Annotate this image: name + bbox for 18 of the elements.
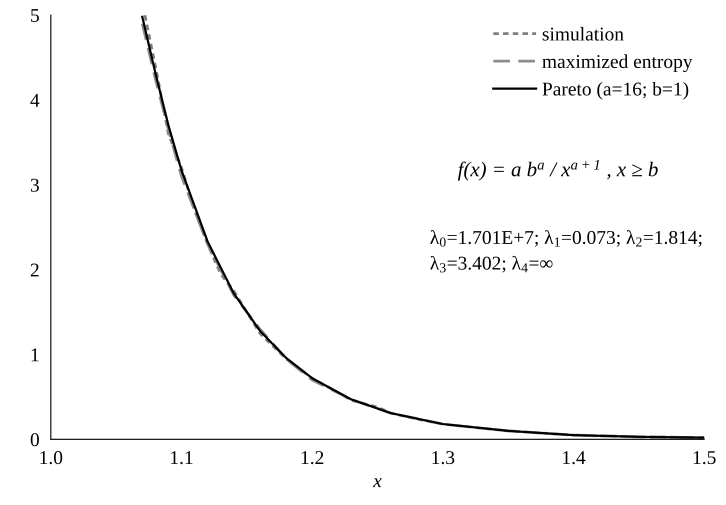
x-tick-label: 1.4 — [563, 451, 586, 464]
text: λ$_{0}$=1.701E+7; λ$_{1}$=0.073; λ$_{2}$=1.814; λ$_{3}$=3.402; λ$_{4}$=∞ — [430, 230, 702, 273]
x-tick-label: 1.0 — [40, 451, 62, 464]
y-tick-label: 3 — [30, 178, 39, 192]
legend-label: maximized entropy — [542, 54, 692, 72]
x-tick-label: 1.3 — [432, 451, 454, 464]
x-tick-label: 1.2 — [302, 451, 324, 464]
legend-label: Pareto (a=16; b=1) — [542, 82, 688, 100]
y-tick-label: 0 — [30, 433, 39, 446]
y-tick-label: 4 — [30, 94, 40, 107]
legend-label: simulation — [542, 26, 624, 41]
annotation: f(x) = a b$^{a}$ / x$^{a+1}$ , x ≥ b — [458, 160, 658, 181]
x-tick-label: 1.1 — [171, 451, 192, 464]
y-tick-label: 1 — [32, 348, 39, 362]
y-tick-label: 5 — [31, 9, 39, 22]
x-tick-label: 1.5 — [694, 451, 716, 464]
y-tick-label: 2 — [30, 264, 39, 276]
x-axis-title: x — [372, 478, 382, 488]
